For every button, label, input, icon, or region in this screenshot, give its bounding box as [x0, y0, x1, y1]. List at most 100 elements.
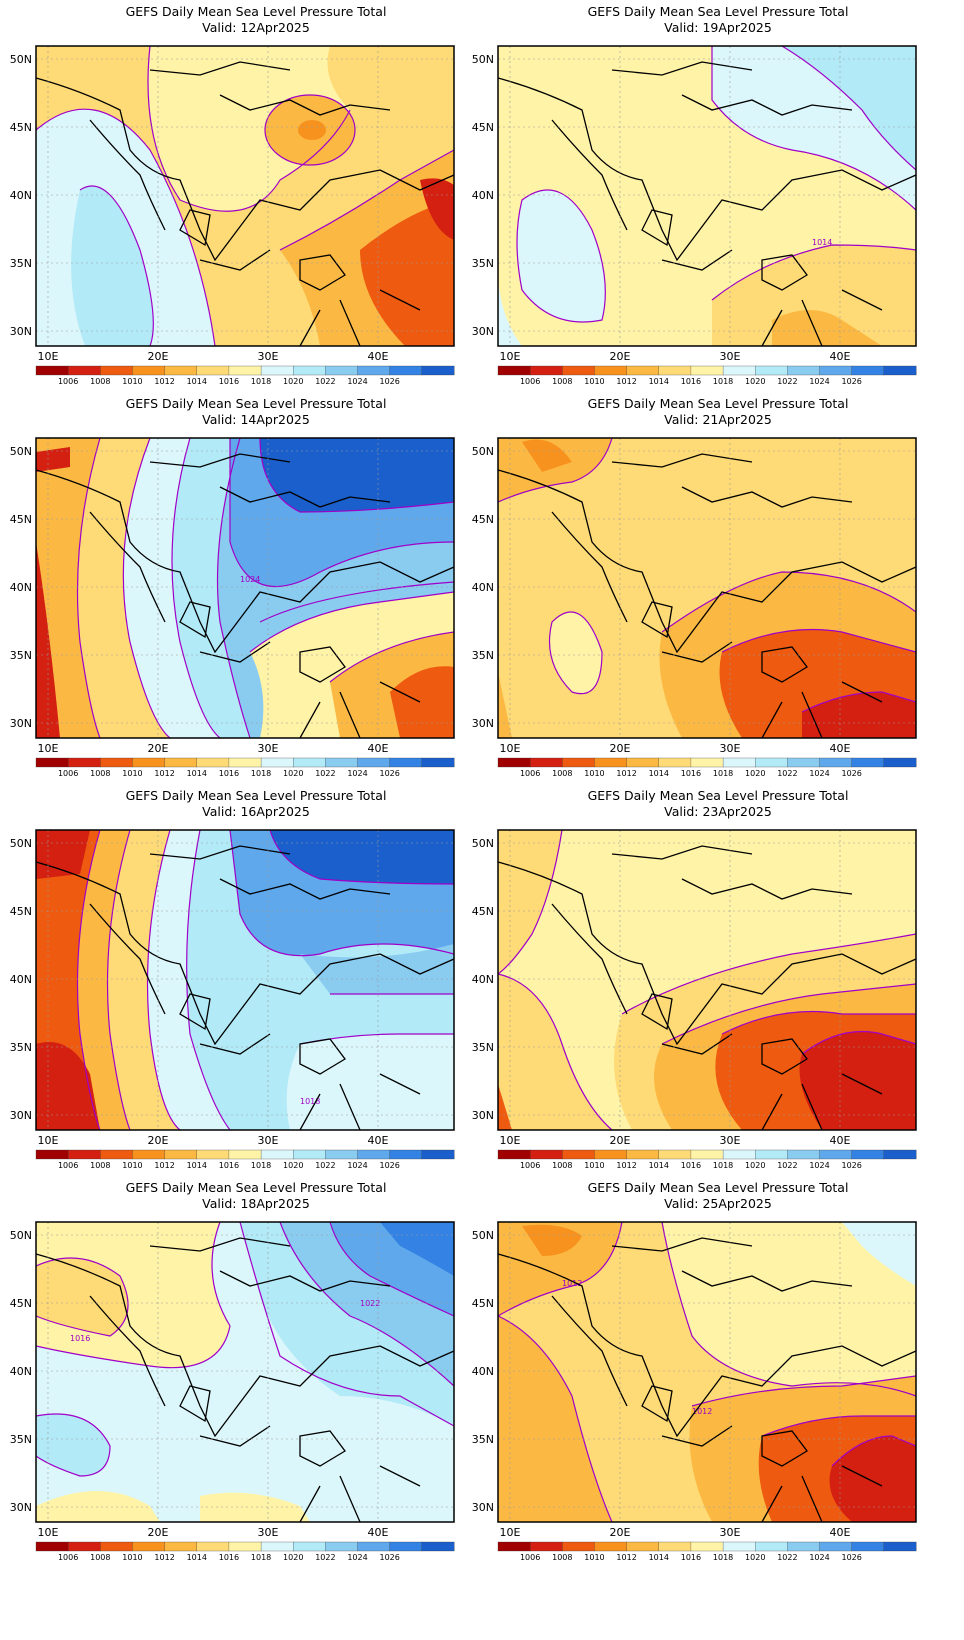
colorbar-label: 1016 [681, 1161, 701, 1170]
colorbar-label: 1020 [745, 377, 765, 386]
colorbar-label: 1024 [347, 1161, 367, 1170]
lat-tick-label: 30N [10, 325, 32, 338]
colorbar-swatch [68, 365, 101, 376]
lon-tick-label: 30E [258, 1526, 279, 1539]
colorbar-label: 1016 [681, 377, 701, 386]
colorbar-label: 1012 [154, 1161, 174, 1170]
map-panel-14apr: GEFS Daily Mean Sea Level Pressure Total… [0, 392, 470, 802]
colorbar-label: 1018 [251, 377, 271, 386]
lat-tick-label: 30N [472, 1109, 494, 1122]
colorbar-label: 1022 [315, 769, 335, 778]
colorbar-swatch [690, 1541, 724, 1552]
colorbar-label: 1006 [58, 769, 78, 778]
lon-tick-label: 10E [38, 1134, 59, 1147]
colorbar-label: 1020 [283, 1553, 303, 1562]
colorbar-swatch [787, 1149, 820, 1160]
colorbar-label: 1026 [380, 377, 400, 386]
lat-tick-label: 50N [10, 1229, 32, 1242]
lat-tick-label: 45N [472, 905, 494, 918]
lat-tick-label: 35N [472, 649, 494, 662]
colorbar-swatch [228, 1149, 262, 1160]
colorbar-label: 1020 [745, 769, 765, 778]
colorbar-label: 1010 [584, 1553, 604, 1562]
colorbar-swatch [530, 365, 563, 376]
panel-title: GEFS Daily Mean Sea Level Pressure Total [587, 4, 849, 19]
lat-tick-label: 40N [10, 973, 32, 986]
colorbar-swatch [325, 1541, 358, 1552]
colorbar-label: 1006 [58, 1553, 78, 1562]
colorbar-swatch [755, 1149, 788, 1160]
lon-tick-label: 40E [368, 1526, 389, 1539]
colorbar-label: 1026 [842, 1553, 862, 1562]
colorbar-label: 1014 [187, 377, 207, 386]
contour-label: 1024 [240, 575, 260, 584]
colorbar-swatch [819, 365, 853, 376]
pressure-map: 1022 1016 10E 20E 30E 40E 50N 45N 40N 35N 30N 10… [10, 1221, 455, 1562]
lat-tick-label: 30N [472, 325, 494, 338]
lat-tick-label: 30N [472, 717, 494, 730]
panel-title: GEFS Daily Mean Sea Level Pressure Total [125, 4, 387, 19]
colorbar-swatch [68, 757, 101, 768]
colorbar-label: 1022 [315, 377, 335, 386]
colorbar-swatch [851, 1541, 885, 1552]
contour-label: 1012 [562, 1279, 582, 1288]
colorbar-swatch [389, 1541, 423, 1552]
lon-tick-label: 40E [830, 1526, 851, 1539]
colorbar-label: 1022 [777, 377, 797, 386]
contour-label: 1016 [70, 1334, 90, 1343]
colorbar-swatch [132, 365, 166, 376]
colorbar-swatch [626, 365, 660, 376]
colorbar-label: 1016 [219, 377, 239, 386]
colorbar-swatch [68, 1149, 101, 1160]
lat-tick-label: 30N [10, 1109, 32, 1122]
colorbar-swatch [755, 757, 788, 768]
panel-title: GEFS Daily Mean Sea Level Pressure Total [125, 788, 387, 803]
colorbar-swatch [196, 757, 230, 768]
colorbar-label: 1026 [380, 1161, 400, 1170]
colorbar-label: 1014 [649, 1553, 669, 1562]
colorbar-swatch [260, 1541, 294, 1552]
panel-valid-date: Valid: 21Apr2025 [664, 412, 772, 427]
colorbar-swatch [389, 1149, 423, 1160]
colorbar-swatch [357, 1149, 391, 1160]
colorbar-swatch [497, 365, 531, 376]
colorbar-swatch [883, 1149, 917, 1160]
colorbar-swatch [722, 1541, 756, 1552]
pressure-map: 10E 20E 30E 40E 50N 45N 40N 35N 30N 1006 1008 1010… [472, 437, 917, 778]
lon-tick-label: 10E [38, 742, 59, 755]
lat-tick-label: 50N [472, 445, 494, 458]
colorbar-label: 1018 [713, 1553, 733, 1562]
colorbar-swatch [293, 757, 326, 768]
lat-tick-label: 45N [472, 1297, 494, 1310]
map-panel-12apr: GEFS Daily Mean Sea Level Pressure Total… [0, 0, 470, 410]
panel-valid-date: Valid: 12Apr2025 [202, 20, 310, 35]
lon-tick-label: 20E [610, 742, 631, 755]
lat-tick-label: 45N [10, 513, 32, 526]
lon-tick-label: 10E [500, 1526, 521, 1539]
colorbar-swatch [228, 757, 262, 768]
colorbar-swatch [626, 1149, 660, 1160]
lat-tick-label: 45N [472, 513, 494, 526]
colorbar-swatch [594, 365, 628, 376]
colorbar-swatch [164, 1541, 198, 1552]
colorbar-label: 1014 [649, 377, 669, 386]
pressure-map: 1012 1012 10E 20E 30E 40E 50N 45N 40N 35N 30N 10… [472, 1221, 917, 1562]
colorbar-label: 1012 [616, 377, 636, 386]
colorbar-label: 1022 [315, 1553, 335, 1562]
colorbar-swatch [325, 1149, 358, 1160]
lat-tick-label: 50N [472, 53, 494, 66]
map-panel-18apr: GEFS Daily Mean Sea Level Pressure Total… [0, 1176, 470, 1586]
lon-tick-label: 20E [148, 1526, 169, 1539]
colorbar-swatch [530, 1149, 563, 1160]
lat-tick-label: 50N [472, 837, 494, 850]
panel-valid-date: Valid: 18Apr2025 [202, 1196, 310, 1211]
colorbar-swatch [658, 1541, 692, 1552]
lon-tick-label: 20E [610, 350, 631, 363]
colorbar-label: 1012 [616, 1161, 636, 1170]
lat-tick-label: 40N [472, 1365, 494, 1378]
contour-label: 1012 [692, 1407, 712, 1416]
colorbar-label: 1010 [584, 769, 604, 778]
colorbar-label: 1016 [681, 769, 701, 778]
panel-title: GEFS Daily Mean Sea Level Pressure Total [125, 1180, 387, 1195]
panel-title: GEFS Daily Mean Sea Level Pressure Total [587, 788, 849, 803]
